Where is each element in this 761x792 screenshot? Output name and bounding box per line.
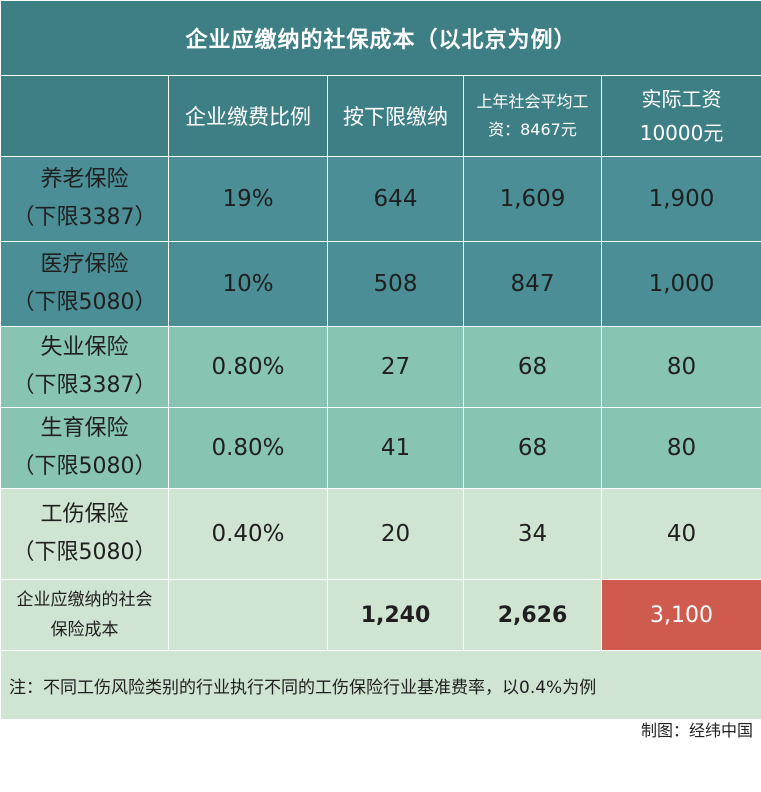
row-name: 医疗保险: [40, 252, 129, 277]
cell-min: 27: [327, 326, 464, 408]
header-actual-wage: 实际工资 10000元: [600, 75, 761, 157]
cell-min: 644: [327, 156, 464, 242]
cell-avg: 1,609: [463, 156, 602, 242]
cell-rate: 0.80%: [168, 326, 328, 408]
row-label: 生育保险 （下限5080）: [0, 407, 169, 489]
row-note: （下限5080）: [12, 290, 157, 315]
cell-rate: 0.80%: [168, 407, 328, 489]
row-name: 生育保险: [40, 416, 129, 441]
total-rate-empty: [168, 579, 328, 651]
cell-avg: 68: [463, 407, 602, 489]
table-title: 企业应缴纳的社保成本（以北京为例）: [0, 0, 761, 76]
insurance-cost-table: 企业应缴纳的社保成本（以北京为例） 企业缴费比例 按下限缴纳 上年社会平均工 资…: [0, 0, 761, 720]
header-actual-line2: 10000元: [639, 121, 724, 145]
cell-actual: 1,900: [600, 156, 761, 242]
footnote: 注：不同工伤风险类别的行业执行不同的工伤保险行业基准费率，以0.4%为例: [0, 650, 761, 720]
header-blank: [0, 75, 169, 157]
header-avg-base: 上年社会平均工 资：8467元: [463, 75, 602, 157]
row-label: 工伤保险 （下限5080）: [0, 488, 169, 580]
table-row: 工伤保险 （下限5080） 0.40% 20 34 40: [0, 488, 761, 580]
table-row: 医疗保险 （下限5080） 10% 508 847 1,000: [0, 241, 761, 327]
row-note: （下限3387）: [12, 205, 157, 230]
row-name: 养老保险: [40, 167, 129, 192]
row-note: （下限5080）: [12, 540, 157, 565]
total-label: 企业应缴纳的社会 保险成本: [0, 579, 169, 651]
title-row: 企业应缴纳的社保成本（以北京为例）: [0, 0, 761, 76]
table-row: 生育保险 （下限5080） 0.80% 41 68 80: [0, 407, 761, 489]
header-actual-line1: 实际工资: [641, 87, 722, 111]
row-label: 养老保险 （下限3387）: [0, 156, 169, 242]
cell-rate: 0.40%: [168, 488, 328, 580]
row-note: （下限5080）: [12, 454, 157, 479]
cell-actual: 40: [600, 488, 761, 580]
table-row: 失业保险 （下限3387） 0.80% 27 68 80: [0, 326, 761, 408]
total-row: 企业应缴纳的社会 保险成本 1,240 2,626 3,100: [0, 579, 761, 651]
row-label: 医疗保险 （下限5080）: [0, 241, 169, 327]
cell-min: 508: [327, 241, 464, 327]
total-label-line1: 企业应缴纳的社会: [16, 590, 153, 610]
cell-rate: 19%: [168, 156, 328, 242]
total-actual-highlight: 3,100: [600, 579, 761, 651]
cell-min: 41: [327, 407, 464, 489]
total-avg: 2,626: [463, 579, 602, 651]
header-avg-base-line2: 资：8467元: [488, 120, 577, 139]
row-name: 失业保险: [40, 335, 129, 360]
total-label-line2: 保险成本: [50, 620, 119, 640]
cell-avg: 34: [463, 488, 602, 580]
source-credit: 制图：经纬中国: [640, 721, 753, 740]
header-min-base: 按下限缴纳: [327, 75, 464, 157]
cell-min: 20: [327, 488, 464, 580]
row-note: （下限3387）: [12, 373, 157, 398]
header-rate: 企业缴费比例: [168, 75, 328, 157]
total-min: 1,240: [327, 579, 464, 651]
row-label: 失业保险 （下限3387）: [0, 326, 169, 408]
cell-actual: 1,000: [600, 241, 761, 327]
cell-avg: 847: [463, 241, 602, 327]
header-row: 企业缴费比例 按下限缴纳 上年社会平均工 资：8467元 实际工资 10000元: [0, 75, 761, 157]
row-name: 工伤保险: [40, 502, 129, 527]
cell-avg: 68: [463, 326, 602, 408]
table-row: 养老保险 （下限3387） 19% 644 1,609 1,900: [0, 156, 761, 242]
cell-actual: 80: [600, 407, 761, 489]
header-avg-base-line1: 上年社会平均工: [476, 92, 589, 111]
cell-rate: 10%: [168, 241, 328, 327]
cell-actual: 80: [600, 326, 761, 408]
footnote-row: 注：不同工伤风险类别的行业执行不同的工伤保险行业基准费率，以0.4%为例: [0, 650, 761, 720]
